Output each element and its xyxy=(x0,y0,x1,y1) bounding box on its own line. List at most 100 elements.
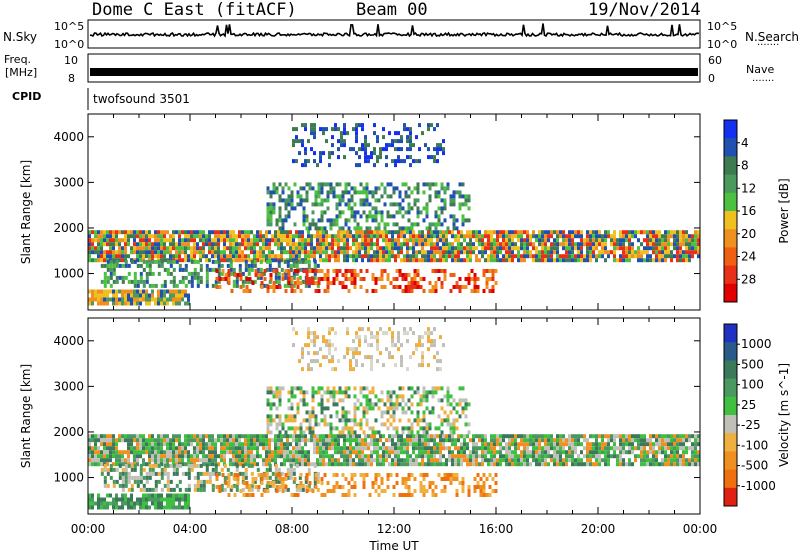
data-cell xyxy=(475,234,478,239)
data-cell xyxy=(118,471,122,476)
data-cell xyxy=(461,222,465,227)
data-cell xyxy=(205,267,209,272)
data-cell xyxy=(190,434,193,439)
data-cell xyxy=(655,450,658,455)
data-cell xyxy=(386,214,390,219)
data-cell xyxy=(316,351,319,356)
data-cell xyxy=(556,454,559,459)
data-cell xyxy=(311,394,315,399)
data-cell xyxy=(358,446,361,451)
data-cell xyxy=(440,269,444,273)
data-cell xyxy=(166,267,170,272)
data-cell xyxy=(334,462,337,467)
data-cell xyxy=(100,471,104,476)
data-cell xyxy=(154,259,158,264)
data-cell xyxy=(400,355,403,360)
data-cell xyxy=(538,438,541,443)
data-cell xyxy=(254,273,258,277)
data-cell xyxy=(274,458,277,463)
data-cell xyxy=(341,210,345,215)
data-cell xyxy=(130,446,133,451)
data-cell xyxy=(685,238,688,243)
data-cell xyxy=(670,462,673,467)
data-cell xyxy=(284,473,288,477)
data-cell xyxy=(254,269,258,273)
data-cell xyxy=(407,473,411,477)
data-cell xyxy=(265,483,269,488)
data-cell xyxy=(424,331,427,336)
data-cell xyxy=(421,359,424,364)
data-cell xyxy=(133,259,137,264)
data-cell xyxy=(124,471,128,476)
data-cell xyxy=(217,238,220,243)
data-cell xyxy=(422,485,426,489)
data-cell xyxy=(446,386,450,391)
data-cell xyxy=(634,446,637,451)
data-cell xyxy=(313,246,316,251)
data-cell xyxy=(304,259,308,264)
data-cell xyxy=(436,234,439,239)
data-cell xyxy=(100,254,103,259)
data-cell xyxy=(298,151,301,156)
data-cell xyxy=(199,450,202,455)
data-cell xyxy=(187,246,190,251)
data-cell xyxy=(613,442,616,447)
data-cell xyxy=(247,271,251,276)
data-cell xyxy=(283,234,286,239)
data-cell xyxy=(574,254,577,259)
data-cell xyxy=(103,238,106,243)
data-cell xyxy=(667,454,670,459)
data-cell xyxy=(97,254,100,259)
data-cell xyxy=(436,359,439,364)
data-cell xyxy=(298,267,302,272)
data-cell xyxy=(325,258,328,263)
data-cell xyxy=(670,438,673,443)
data-cell xyxy=(263,489,267,493)
data-cell xyxy=(410,422,414,427)
data-cell xyxy=(148,293,151,298)
data-cell xyxy=(382,454,385,459)
data-cell xyxy=(172,442,175,447)
data-cell xyxy=(460,446,463,451)
data-cell xyxy=(196,283,200,288)
data-cell xyxy=(454,442,457,447)
data-cell xyxy=(208,234,211,239)
data-cell xyxy=(229,246,232,251)
data-cell xyxy=(395,222,399,227)
data-cell xyxy=(655,238,658,243)
data-cell xyxy=(562,438,565,443)
data-cell xyxy=(391,246,394,251)
data-cell xyxy=(685,230,688,235)
data-cell xyxy=(434,386,438,391)
data-cell xyxy=(400,438,403,443)
data-cell xyxy=(226,467,230,472)
data-cell xyxy=(103,463,107,468)
data-cell xyxy=(307,238,310,243)
data-cell xyxy=(340,250,343,255)
data-cell xyxy=(376,242,379,247)
data-cell xyxy=(290,206,294,211)
data-cell xyxy=(364,230,367,235)
data-cell xyxy=(325,343,328,348)
data-cell xyxy=(598,230,601,235)
data-cell xyxy=(295,259,299,264)
data-cell xyxy=(547,254,550,259)
data-cell xyxy=(394,131,397,136)
data-cell xyxy=(169,250,172,255)
data-cell xyxy=(94,458,97,463)
data-cell xyxy=(332,386,336,391)
data-cell xyxy=(493,246,496,251)
data-cell xyxy=(673,254,676,259)
data-cell xyxy=(232,458,235,463)
data-cell xyxy=(349,458,352,463)
data-cell xyxy=(163,458,166,463)
data-cell xyxy=(307,450,310,455)
data-cell xyxy=(124,458,127,463)
data-cell xyxy=(298,254,301,259)
data-cell xyxy=(401,430,405,435)
data-cell xyxy=(475,450,478,455)
data-cell xyxy=(124,242,127,247)
data-cell xyxy=(263,473,267,477)
data-cell xyxy=(337,238,340,243)
data-cell xyxy=(94,246,97,251)
